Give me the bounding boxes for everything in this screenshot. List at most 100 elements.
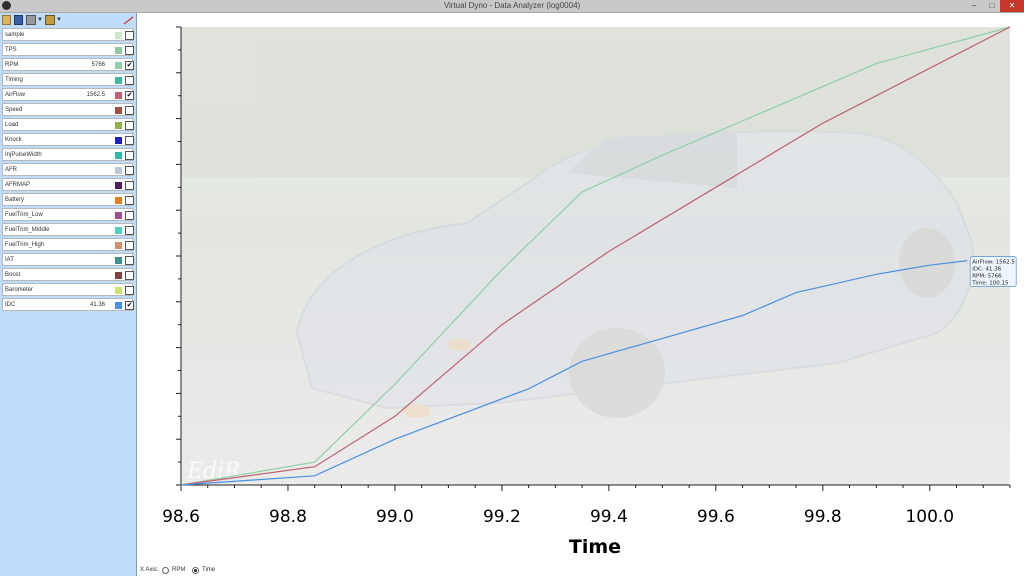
channel-checkbox[interactable]: ✔: [125, 91, 134, 100]
channel-checkbox[interactable]: [125, 151, 134, 160]
radio-rpm[interactable]: [162, 567, 169, 574]
channel-name: IDC: [5, 302, 16, 308]
channel-name: Battery: [5, 197, 25, 203]
channel-row[interactable]: FuelTrim_Middle: [2, 223, 134, 236]
x-axis-selector: X Axis: RPM Time: [137, 565, 437, 576]
channel-name: Load: [5, 122, 19, 128]
channel-color-swatch: [115, 92, 122, 99]
channel-row[interactable]: IAT: [2, 253, 134, 266]
channel-row[interactable]: Barometer: [2, 283, 134, 296]
save-icon[interactable]: [14, 15, 23, 25]
channel-row[interactable]: sample: [2, 28, 134, 41]
channel-checkbox[interactable]: [125, 31, 134, 40]
channel-checkbox[interactable]: [125, 226, 134, 235]
car-photo-background: [181, 27, 1010, 418]
channel-row[interactable]: TPS: [2, 43, 134, 56]
channel-name: TPS: [5, 47, 17, 53]
channel-name: FuelTrim_Middle: [5, 227, 50, 233]
channel-row[interactable]: Knock: [2, 133, 134, 146]
channel-row[interactable]: Battery: [2, 193, 134, 206]
series-line-idc: [180, 260, 968, 486]
channel-name: Knock: [5, 137, 22, 143]
channel-row[interactable]: Load: [2, 118, 134, 131]
series-line-rpm: [180, 26, 1011, 486]
minimize-button[interactable]: –: [971, 1, 977, 10]
channel-color-swatch: [115, 242, 122, 249]
tooltip-line: IDC: 41.36: [972, 267, 1002, 273]
channel-checkbox[interactable]: [125, 46, 134, 55]
x-tick-labels: 98.6 98.8 99.0 99.2 99.4 99.6 99.8 100.0: [162, 507, 954, 527]
channel-name: InjPulseWidth: [5, 152, 42, 158]
channel-color-swatch: [115, 257, 122, 264]
close-button[interactable]: ✕: [1000, 0, 1024, 12]
radio-rpm-label: RPM: [172, 567, 186, 573]
channel-checkbox[interactable]: ✔: [125, 61, 134, 70]
channel-color-swatch: [115, 167, 122, 174]
tooltip-line: RPM: 5766: [972, 274, 1002, 280]
channel-checkbox[interactable]: [125, 196, 134, 205]
x-tick-label: 99.6: [697, 507, 735, 527]
channel-row[interactable]: AirFlow 1562.5 ✔: [2, 88, 134, 101]
channel-color-swatch: [115, 197, 122, 204]
channel-row[interactable]: FuelTrim_Low: [2, 208, 134, 221]
channel-checkbox[interactable]: [125, 181, 134, 190]
channel-color-swatch: [115, 47, 122, 54]
chart-area[interactable]: EdiR 98.6 98.8 99.0 99.2 99.4 99.6 99.8 100.0 T…: [137, 13, 1024, 576]
window-title: Virtual Dyno - Data Analyzer (log0004): [443, 1, 581, 10]
channel-row[interactable]: RPM 5766 ✔: [2, 58, 134, 71]
maximize-button[interactable]: □: [989, 1, 995, 10]
channel-checkbox[interactable]: [125, 166, 134, 175]
channel-name: AFR: [5, 167, 17, 173]
channel-checkbox[interactable]: [125, 121, 134, 130]
channel-color-swatch: [115, 62, 122, 69]
channel-row[interactable]: Speed: [2, 103, 134, 116]
channel-checkbox[interactable]: [125, 271, 134, 280]
channel-row[interactable]: FuelTrim_High: [2, 238, 134, 251]
chevron-down-icon[interactable]: ▼: [56, 17, 62, 23]
tooltip-box: [969, 256, 1017, 287]
channel-checkbox[interactable]: ✔: [125, 301, 134, 310]
channel-row[interactable]: InjPulseWidth: [2, 148, 134, 161]
channel-color-swatch: [115, 227, 122, 234]
x-axis-selector-label: X Axis:: [140, 567, 159, 573]
tooltip-line: AirFlow: 1562.5: [972, 260, 1015, 266]
x-tick-label: 98.6: [162, 507, 200, 527]
channel-checkbox[interactable]: [125, 211, 134, 220]
channel-color-swatch: [115, 32, 122, 39]
x-tick-label: 99.4: [590, 507, 628, 527]
export-icon[interactable]: [45, 15, 55, 25]
channel-checkbox[interactable]: [125, 241, 134, 250]
channel-row[interactable]: IDC 41.36 ✔: [2, 298, 134, 311]
channel-name: Timing: [5, 77, 23, 83]
tooltip-line: Time: 100.15: [971, 281, 1009, 287]
channel-sidebar: ▼ ▼ sample TPS RPM 5766 ✔ Timing AirFlow 1562.5…: [0, 13, 137, 576]
channel-name: Speed: [5, 107, 23, 113]
channel-name: FuelTrim_High: [5, 242, 45, 248]
channel-checkbox[interactable]: [125, 286, 134, 295]
channel-row[interactable]: AFRMAP: [2, 178, 134, 191]
radio-time-label: Time: [202, 567, 216, 573]
title-bar: Virtual Dyno - Data Analyzer (log0004) –…: [0, 0, 1024, 13]
channel-checkbox[interactable]: [125, 256, 134, 265]
app-icon: [2, 1, 11, 10]
channel-name: RPM: [5, 62, 19, 68]
channel-color-swatch: [115, 137, 122, 144]
channel-color-swatch: [115, 287, 122, 294]
channel-checkbox[interactable]: [125, 76, 134, 85]
channel-color-swatch: [115, 77, 122, 84]
folder-open-icon[interactable]: [2, 15, 11, 25]
channel-color-swatch: [115, 182, 122, 189]
channel-row[interactable]: Boost: [2, 268, 134, 281]
channel-name: IAT: [5, 257, 14, 263]
print-icon[interactable]: [26, 15, 36, 25]
channel-checkbox[interactable]: [125, 136, 134, 145]
channel-checkbox[interactable]: [125, 106, 134, 115]
channel-name: Boost: [5, 272, 21, 278]
chevron-down-icon[interactable]: ▼: [37, 17, 43, 23]
channel-row[interactable]: Timing: [2, 73, 134, 86]
radio-time[interactable]: [192, 567, 199, 574]
chart-icon[interactable]: [123, 15, 134, 25]
channel-row[interactable]: AFR: [2, 163, 134, 176]
toolbar: ▼ ▼: [0, 13, 136, 27]
